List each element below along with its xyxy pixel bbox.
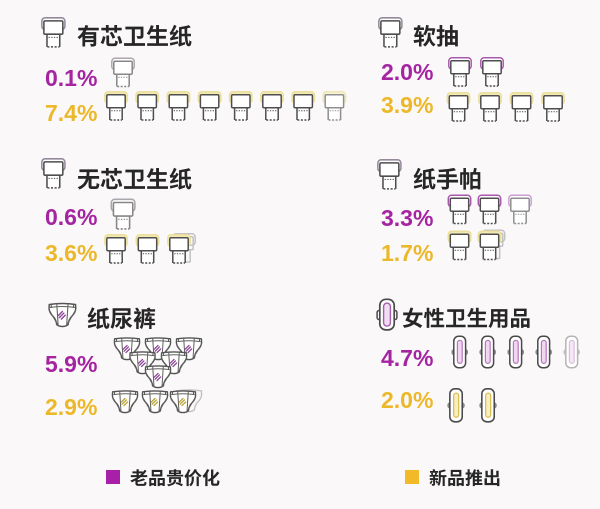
svg-text:3.3%: 3.3% — [381, 205, 433, 231]
svg-text:0.6%: 0.6% — [45, 204, 97, 230]
svg-text:2.0%: 2.0% — [381, 59, 433, 85]
svg-text:1.7%: 1.7% — [381, 240, 433, 266]
svg-text:3.9%: 3.9% — [381, 92, 433, 118]
svg-text:2.0%: 2.0% — [381, 387, 433, 413]
svg-text:3.6%: 3.6% — [45, 240, 97, 266]
svg-text:7.4%: 7.4% — [45, 100, 97, 126]
svg-text:4.7%: 4.7% — [381, 345, 433, 371]
svg-text:5.9%: 5.9% — [45, 351, 97, 377]
svg-text:0.1%: 0.1% — [45, 65, 97, 91]
svg-text:2.9%: 2.9% — [45, 394, 97, 420]
